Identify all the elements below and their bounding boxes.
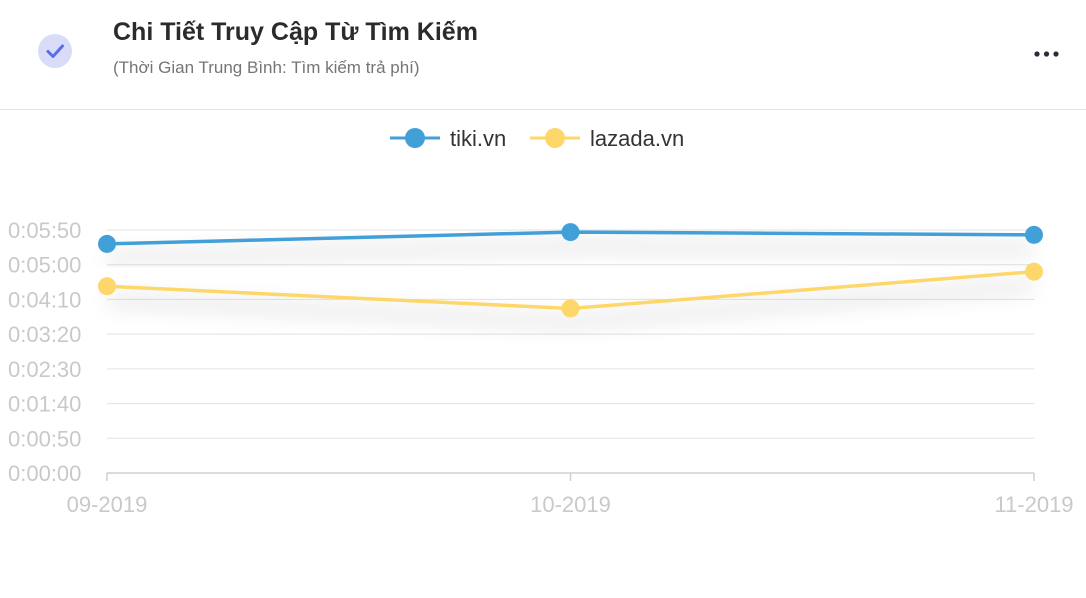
y-tick-label: 0:05:00 [8,253,81,278]
data-point [561,299,580,318]
y-axis: 0:00:00 0:00:50 0:01:40 0:02:30 0:03:20 0:04:… [8,218,81,486]
legend-label: lazada.vn [590,126,684,151]
y-tick-label: 0:04:10 [8,287,81,312]
x-tick-label: 09-2019 [67,492,148,517]
y-tick-label: 0:03:20 [8,322,81,347]
chart-legend: tiki.vn lazada.vn [390,126,684,151]
legend-swatch-marker [545,128,565,148]
legend-label: tiki.vn [450,126,506,151]
y-tick-label: 0:01:40 [8,392,81,417]
card-header: Chi Tiết Truy Cập Từ Tìm Kiếm (Thời Gian… [0,0,1086,110]
data-point [98,277,116,296]
check-badge [38,34,72,68]
card-title: Chi Tiết Truy Cập Từ Tìm Kiếm [113,18,478,46]
y-tick-label: 0:02:30 [8,357,81,382]
x-axis: 09-2019 10-2019 11-2019 [67,472,1074,517]
card-subtitle: (Thời Gian Trung Bình: Tìm kiếm trả phí) [113,58,420,77]
data-point [561,223,580,242]
line-chart: tiki.vn lazada.vn 0:00:000:00:500:01:400:… [8,126,1074,517]
data-point [1025,262,1043,281]
chart-grid [107,229,1034,439]
data-point [1025,225,1043,244]
more-horizontal-icon [1034,51,1059,57]
x-tick-label: 11-2019 [994,492,1073,517]
y-tick-label: 0:05:50 [8,218,81,243]
chart-series [98,223,1043,318]
more-options-button[interactable] [1028,40,1064,68]
y-tick-label: 0:00:00 [8,461,81,486]
y-tick-label: 0:00:50 [8,426,81,451]
legend-swatch-marker [405,128,425,148]
x-tick-label: 10-2019 [530,492,611,517]
data-point [98,234,116,253]
check-icon [46,44,64,58]
